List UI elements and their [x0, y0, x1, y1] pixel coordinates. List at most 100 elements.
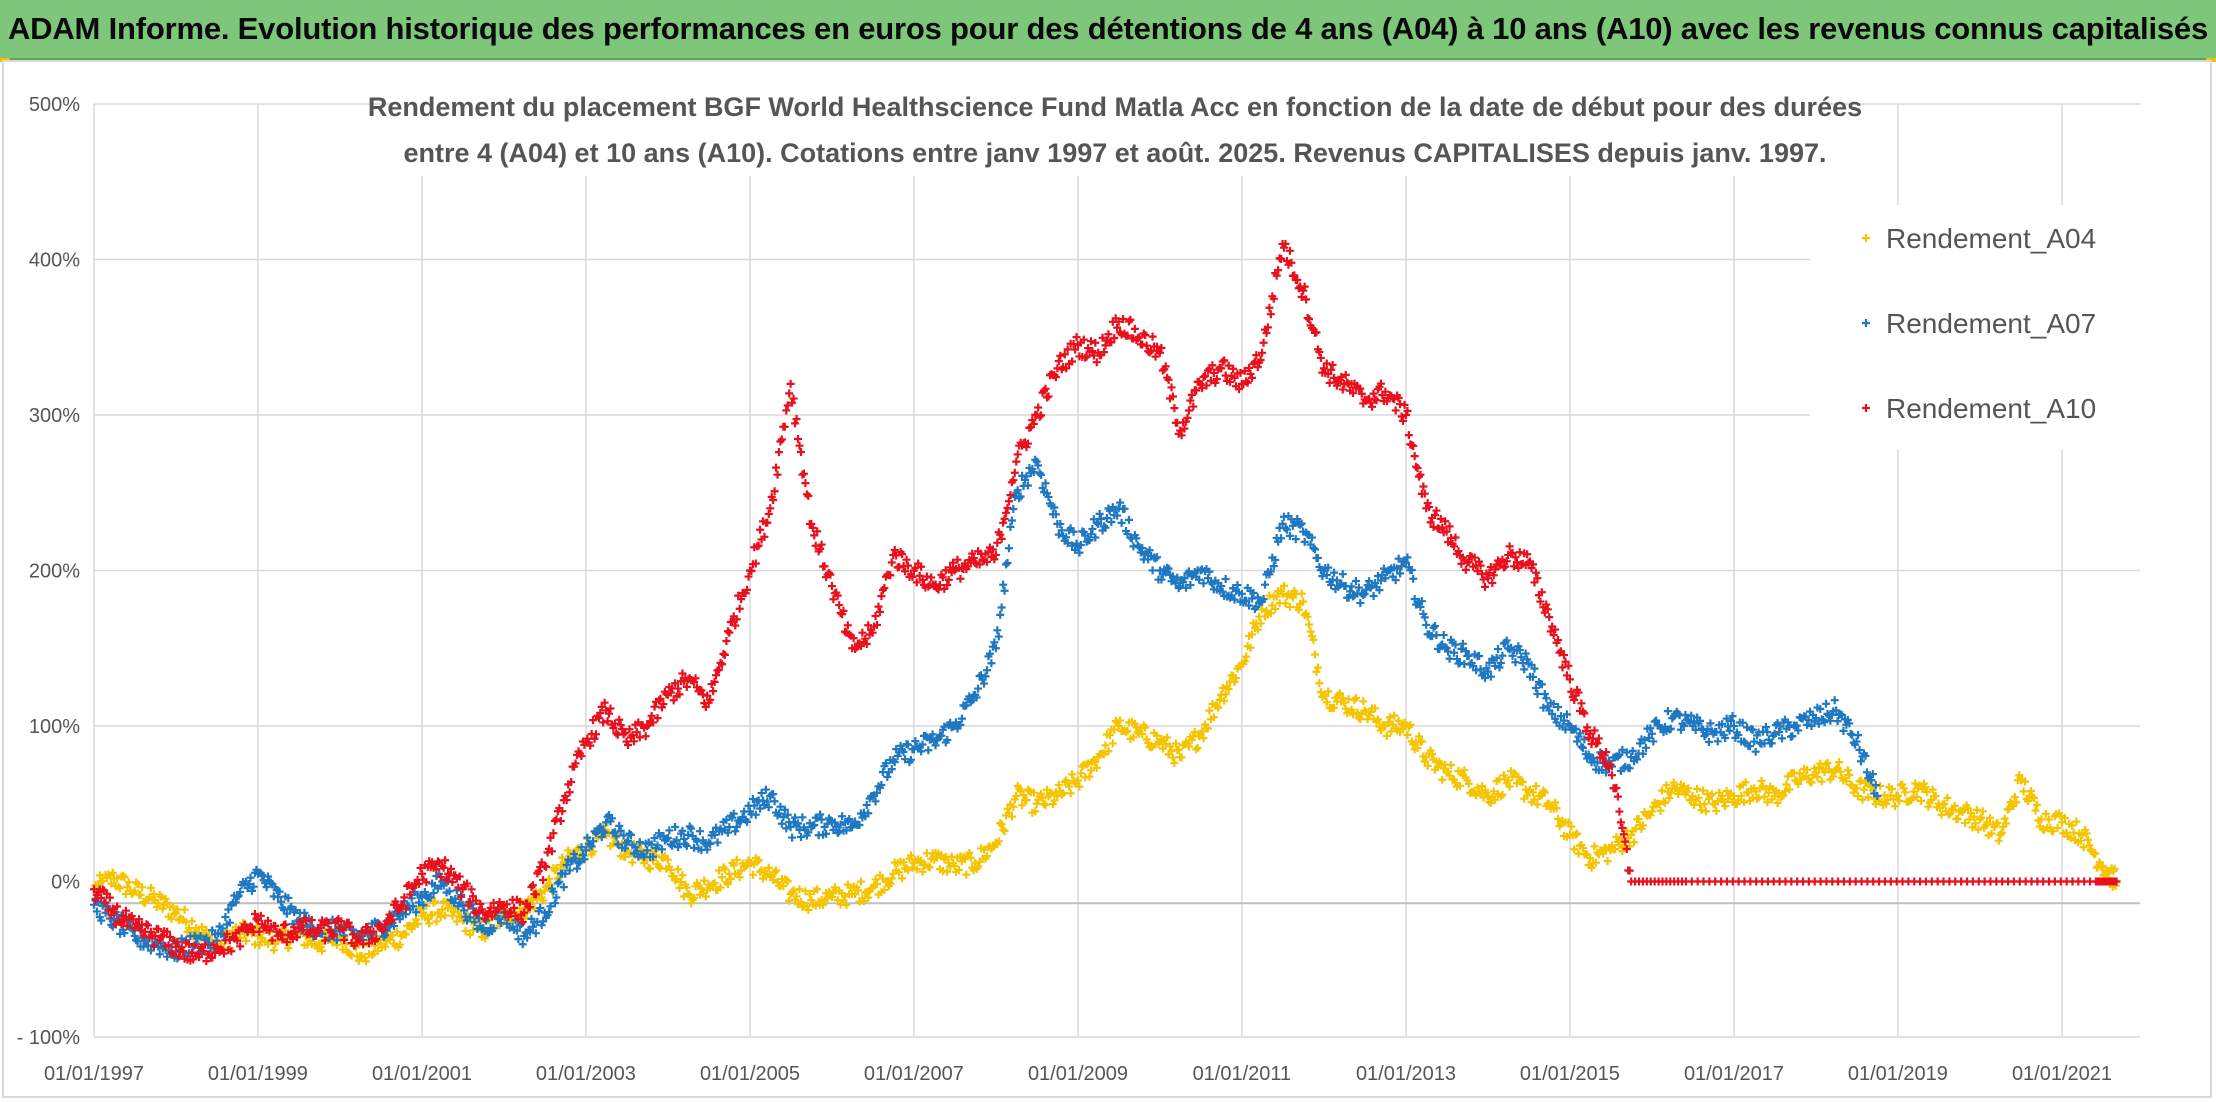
data-point: [1258, 348, 1267, 357]
data-point: [912, 865, 921, 874]
data-point: [1114, 317, 1123, 326]
data-point: [578, 851, 587, 860]
data-point: [795, 885, 804, 894]
data-point: [1610, 845, 1619, 854]
data-point: [1054, 530, 1063, 539]
data-point: [1007, 812, 1016, 821]
data-point: [1117, 518, 1126, 527]
data-point: [545, 874, 554, 883]
data-point: [589, 716, 598, 725]
data-point: [908, 572, 917, 581]
data-point: [754, 541, 763, 550]
data-point: [234, 891, 243, 900]
data-point: [1308, 533, 1317, 542]
data-point: [1041, 479, 1050, 488]
data-point: [338, 945, 347, 954]
data-point: [903, 561, 912, 570]
data-point: [507, 908, 516, 917]
data-point: [1000, 826, 1009, 835]
data-point: [164, 941, 173, 950]
data-point: [1837, 711, 1846, 720]
data-point: [682, 841, 691, 850]
data-point: [1542, 600, 1551, 609]
data-point: [871, 612, 880, 621]
data-point: [1554, 636, 1563, 645]
data-point: [387, 917, 396, 926]
data-point: [1300, 537, 1309, 546]
data-point: [360, 953, 369, 962]
data-point: [659, 700, 668, 709]
data-point: [1961, 818, 1970, 827]
data-point: [820, 562, 829, 571]
data-point: [583, 833, 592, 842]
data-point: [546, 833, 555, 842]
data-point: [982, 666, 991, 675]
data-point: [1887, 785, 1896, 794]
data-point: [1559, 716, 1568, 725]
data-point: [531, 929, 540, 938]
data-point: [1783, 718, 1792, 727]
data-point: [1294, 605, 1303, 614]
data-point: [1330, 373, 1339, 382]
data-point: [1206, 376, 1215, 385]
data-point: [1551, 798, 1560, 807]
data-point: [1502, 557, 1511, 566]
data-point: [136, 891, 145, 900]
data-point: [1937, 810, 1946, 819]
data-point: [741, 862, 750, 871]
data-point: [1983, 818, 1992, 827]
legend-marker: [1862, 319, 1870, 327]
data-point: [416, 863, 425, 872]
data-point: [1426, 518, 1435, 527]
data-point: [1054, 780, 1063, 789]
data-point: [1290, 271, 1299, 280]
data-point: [1602, 768, 1611, 777]
data-point: [858, 628, 867, 637]
data-point: [432, 917, 441, 926]
data-point: [751, 810, 760, 819]
data-point: [412, 908, 421, 917]
data-point: [1098, 749, 1107, 758]
data-point: [657, 845, 666, 854]
data-point: [528, 922, 537, 931]
data-point: [1531, 684, 1540, 693]
data-point: [1531, 782, 1540, 791]
data-point: [666, 865, 675, 874]
data-point: [966, 853, 975, 862]
data-point: [918, 740, 927, 749]
data-point: [1394, 394, 1403, 403]
data-point: [783, 401, 792, 410]
data-point: [1537, 680, 1546, 689]
data-point: [1492, 653, 1501, 662]
data-point: [281, 920, 290, 929]
data-point: [1337, 372, 1346, 381]
data-point: [1240, 366, 1249, 375]
data-point: [1297, 292, 1306, 301]
data-point: [471, 896, 480, 905]
data-point: [1196, 379, 1205, 388]
data-point: [1413, 464, 1422, 473]
data-point: [1750, 737, 1759, 746]
data-point: [1608, 771, 1616, 780]
data-point: [1613, 792, 1622, 801]
data-point: [1330, 703, 1339, 712]
report-banner: ADAM Informe. Evolution historique des p…: [0, 0, 2216, 60]
data-point: [104, 870, 113, 879]
data-point: [1571, 830, 1580, 839]
data-point: [968, 696, 977, 705]
data-point: [710, 677, 719, 686]
data-point: [732, 855, 741, 864]
data-point: [1164, 564, 1173, 573]
data-point: [1006, 491, 1015, 500]
data-point: [304, 928, 313, 937]
data-point: [192, 924, 201, 933]
data-point: [665, 826, 674, 835]
data-point: [1633, 755, 1642, 764]
data-point: [1514, 773, 1523, 782]
data-point: [804, 491, 813, 500]
data-point: [2019, 787, 2028, 796]
data-point: [965, 848, 974, 857]
data-point: [1324, 563, 1333, 572]
data-point: [468, 926, 477, 935]
data-point: [1618, 847, 1627, 856]
